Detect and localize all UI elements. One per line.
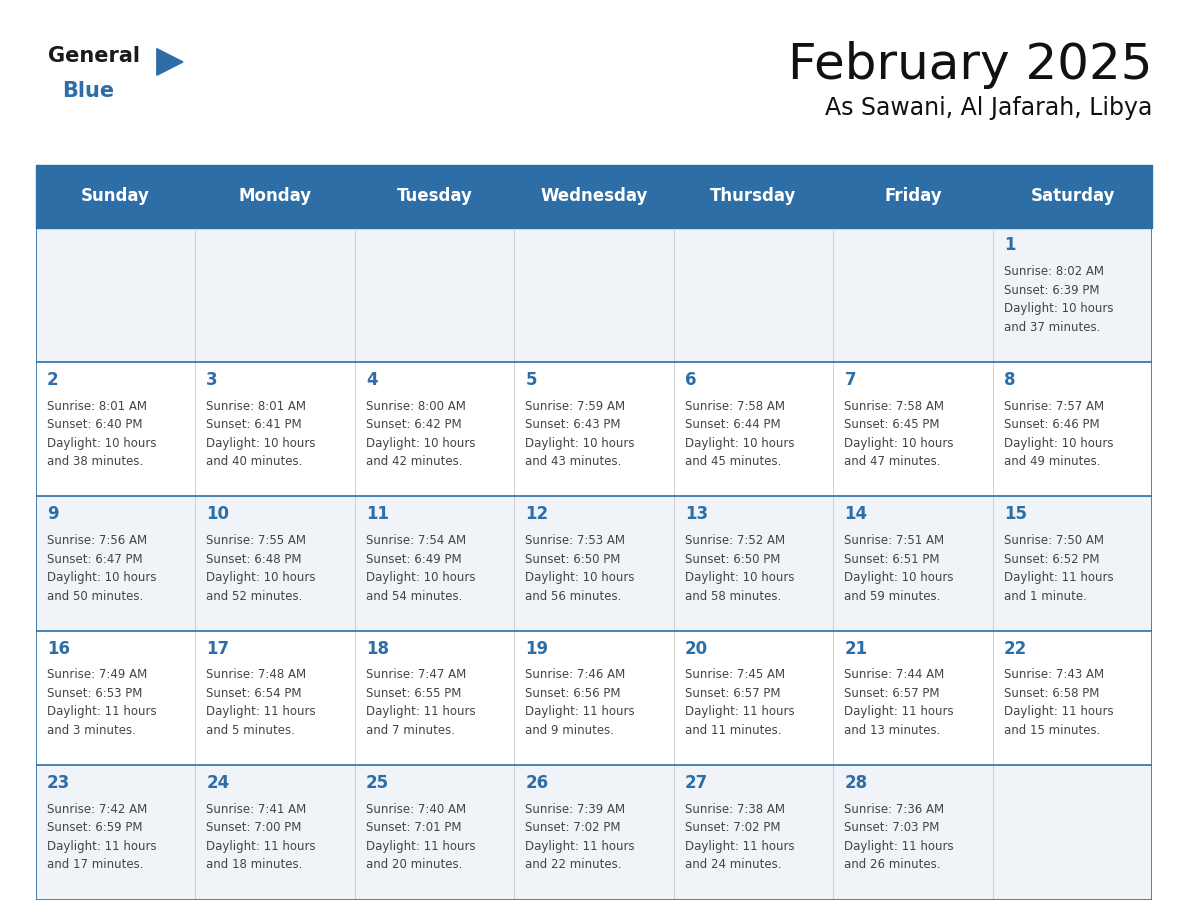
Text: 5: 5 xyxy=(525,371,537,389)
Text: Sunrise: 7:36 AM
Sunset: 7:03 PM
Daylight: 11 hours
and 26 minutes.: Sunrise: 7:36 AM Sunset: 7:03 PM Dayligh… xyxy=(845,803,954,871)
Text: Sunrise: 7:47 AM
Sunset: 6:55 PM
Daylight: 11 hours
and 7 minutes.: Sunrise: 7:47 AM Sunset: 6:55 PM Dayligh… xyxy=(366,668,475,737)
Text: 10: 10 xyxy=(207,505,229,523)
Text: Sunrise: 7:52 AM
Sunset: 6:50 PM
Daylight: 10 hours
and 58 minutes.: Sunrise: 7:52 AM Sunset: 6:50 PM Dayligh… xyxy=(685,534,795,602)
Text: Sunrise: 7:44 AM
Sunset: 6:57 PM
Daylight: 11 hours
and 13 minutes.: Sunrise: 7:44 AM Sunset: 6:57 PM Dayligh… xyxy=(845,668,954,737)
Bar xyxy=(36,362,1152,497)
Text: 20: 20 xyxy=(685,640,708,657)
Text: Sunrise: 8:01 AM
Sunset: 6:41 PM
Daylight: 10 hours
and 40 minutes.: Sunrise: 8:01 AM Sunset: 6:41 PM Dayligh… xyxy=(207,399,316,468)
Text: 19: 19 xyxy=(525,640,549,657)
Text: 12: 12 xyxy=(525,505,549,523)
Text: 28: 28 xyxy=(845,774,867,792)
Text: 22: 22 xyxy=(1004,640,1028,657)
Text: 17: 17 xyxy=(207,640,229,657)
Text: Sunrise: 7:54 AM
Sunset: 6:49 PM
Daylight: 10 hours
and 54 minutes.: Sunrise: 7:54 AM Sunset: 6:49 PM Dayligh… xyxy=(366,534,475,602)
Text: 14: 14 xyxy=(845,505,867,523)
Text: Sunrise: 8:00 AM
Sunset: 6:42 PM
Daylight: 10 hours
and 42 minutes.: Sunrise: 8:00 AM Sunset: 6:42 PM Dayligh… xyxy=(366,399,475,468)
Text: 27: 27 xyxy=(685,774,708,792)
Text: Sunrise: 7:58 AM
Sunset: 6:45 PM
Daylight: 10 hours
and 47 minutes.: Sunrise: 7:58 AM Sunset: 6:45 PM Dayligh… xyxy=(845,399,954,468)
Text: 7: 7 xyxy=(845,371,857,389)
Text: 1: 1 xyxy=(1004,237,1016,254)
Text: Sunrise: 7:58 AM
Sunset: 6:44 PM
Daylight: 10 hours
and 45 minutes.: Sunrise: 7:58 AM Sunset: 6:44 PM Dayligh… xyxy=(685,399,795,468)
Text: Sunrise: 7:49 AM
Sunset: 6:53 PM
Daylight: 11 hours
and 3 minutes.: Sunrise: 7:49 AM Sunset: 6:53 PM Dayligh… xyxy=(46,668,157,737)
Text: 24: 24 xyxy=(207,774,229,792)
Text: 18: 18 xyxy=(366,640,388,657)
Text: Sunrise: 7:46 AM
Sunset: 6:56 PM
Daylight: 11 hours
and 9 minutes.: Sunrise: 7:46 AM Sunset: 6:56 PM Dayligh… xyxy=(525,668,636,737)
Text: 8: 8 xyxy=(1004,371,1016,389)
Text: Sunday: Sunday xyxy=(81,187,150,206)
Text: Sunrise: 7:43 AM
Sunset: 6:58 PM
Daylight: 11 hours
and 15 minutes.: Sunrise: 7:43 AM Sunset: 6:58 PM Dayligh… xyxy=(1004,668,1113,737)
Bar xyxy=(36,165,1152,228)
Text: Tuesday: Tuesday xyxy=(397,187,473,206)
Text: Sunrise: 7:50 AM
Sunset: 6:52 PM
Daylight: 11 hours
and 1 minute.: Sunrise: 7:50 AM Sunset: 6:52 PM Dayligh… xyxy=(1004,534,1113,602)
Text: 23: 23 xyxy=(46,774,70,792)
Text: 6: 6 xyxy=(685,371,696,389)
Text: Sunrise: 7:51 AM
Sunset: 6:51 PM
Daylight: 10 hours
and 59 minutes.: Sunrise: 7:51 AM Sunset: 6:51 PM Dayligh… xyxy=(845,534,954,602)
Bar xyxy=(36,766,1152,900)
Text: Sunrise: 8:01 AM
Sunset: 6:40 PM
Daylight: 10 hours
and 38 minutes.: Sunrise: 8:01 AM Sunset: 6:40 PM Dayligh… xyxy=(46,399,157,468)
Text: 3: 3 xyxy=(207,371,217,389)
Text: Sunrise: 7:48 AM
Sunset: 6:54 PM
Daylight: 11 hours
and 5 minutes.: Sunrise: 7:48 AM Sunset: 6:54 PM Dayligh… xyxy=(207,668,316,737)
Text: Sunrise: 7:38 AM
Sunset: 7:02 PM
Daylight: 11 hours
and 24 minutes.: Sunrise: 7:38 AM Sunset: 7:02 PM Dayligh… xyxy=(685,803,795,871)
Text: 2: 2 xyxy=(46,371,58,389)
Text: 16: 16 xyxy=(46,640,70,657)
Text: General: General xyxy=(48,46,139,66)
Bar xyxy=(36,228,1152,362)
Text: As Sawani, Al Jafarah, Libya: As Sawani, Al Jafarah, Libya xyxy=(824,96,1152,120)
Text: Sunrise: 7:56 AM
Sunset: 6:47 PM
Daylight: 10 hours
and 50 minutes.: Sunrise: 7:56 AM Sunset: 6:47 PM Dayligh… xyxy=(46,534,157,602)
Text: Sunrise: 7:53 AM
Sunset: 6:50 PM
Daylight: 10 hours
and 56 minutes.: Sunrise: 7:53 AM Sunset: 6:50 PM Dayligh… xyxy=(525,534,634,602)
Text: Sunrise: 7:55 AM
Sunset: 6:48 PM
Daylight: 10 hours
and 52 minutes.: Sunrise: 7:55 AM Sunset: 6:48 PM Dayligh… xyxy=(207,534,316,602)
Text: Sunrise: 7:39 AM
Sunset: 7:02 PM
Daylight: 11 hours
and 22 minutes.: Sunrise: 7:39 AM Sunset: 7:02 PM Dayligh… xyxy=(525,803,636,871)
Bar xyxy=(36,631,1152,766)
Text: 13: 13 xyxy=(685,505,708,523)
Text: 25: 25 xyxy=(366,774,388,792)
Text: February 2025: February 2025 xyxy=(788,41,1152,89)
Text: 11: 11 xyxy=(366,505,388,523)
Text: Sunrise: 7:41 AM
Sunset: 7:00 PM
Daylight: 11 hours
and 18 minutes.: Sunrise: 7:41 AM Sunset: 7:00 PM Dayligh… xyxy=(207,803,316,871)
Text: Saturday: Saturday xyxy=(1030,187,1114,206)
Text: Sunrise: 7:42 AM
Sunset: 6:59 PM
Daylight: 11 hours
and 17 minutes.: Sunrise: 7:42 AM Sunset: 6:59 PM Dayligh… xyxy=(46,803,157,871)
Text: Wednesday: Wednesday xyxy=(541,187,647,206)
Text: Blue: Blue xyxy=(62,81,114,101)
Text: Sunrise: 7:59 AM
Sunset: 6:43 PM
Daylight: 10 hours
and 43 minutes.: Sunrise: 7:59 AM Sunset: 6:43 PM Dayligh… xyxy=(525,399,634,468)
Text: Sunrise: 7:45 AM
Sunset: 6:57 PM
Daylight: 11 hours
and 11 minutes.: Sunrise: 7:45 AM Sunset: 6:57 PM Dayligh… xyxy=(685,668,795,737)
Text: Friday: Friday xyxy=(884,187,942,206)
Text: 9: 9 xyxy=(46,505,58,523)
Text: Sunrise: 7:40 AM
Sunset: 7:01 PM
Daylight: 11 hours
and 20 minutes.: Sunrise: 7:40 AM Sunset: 7:01 PM Dayligh… xyxy=(366,803,475,871)
Text: 26: 26 xyxy=(525,774,549,792)
Text: Sunrise: 8:02 AM
Sunset: 6:39 PM
Daylight: 10 hours
and 37 minutes.: Sunrise: 8:02 AM Sunset: 6:39 PM Dayligh… xyxy=(1004,265,1113,334)
Text: Sunrise: 7:57 AM
Sunset: 6:46 PM
Daylight: 10 hours
and 49 minutes.: Sunrise: 7:57 AM Sunset: 6:46 PM Dayligh… xyxy=(1004,399,1113,468)
Text: 15: 15 xyxy=(1004,505,1026,523)
Text: 4: 4 xyxy=(366,371,378,389)
Text: Monday: Monday xyxy=(239,187,311,206)
Text: 21: 21 xyxy=(845,640,867,657)
Bar xyxy=(36,497,1152,631)
Text: Thursday: Thursday xyxy=(710,187,797,206)
